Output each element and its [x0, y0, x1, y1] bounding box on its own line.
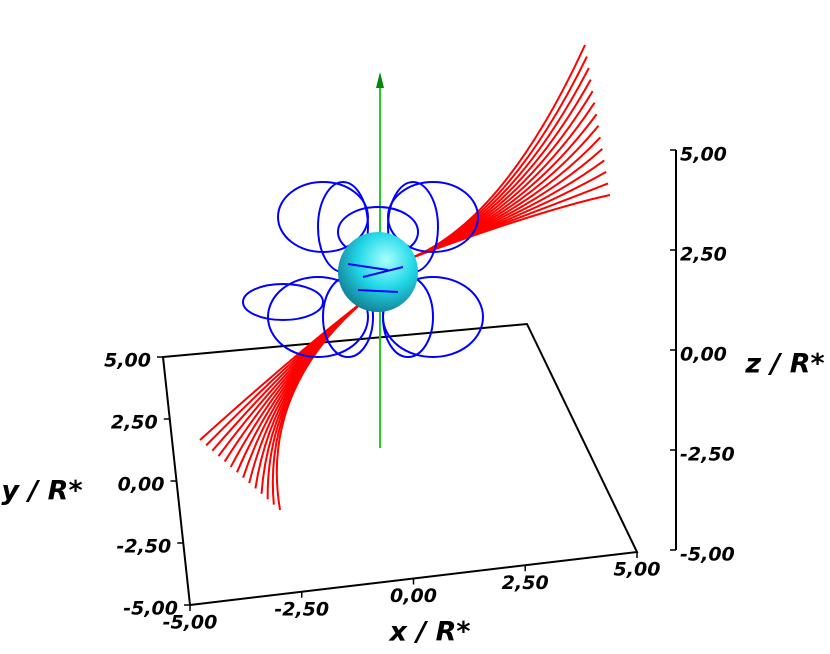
- red-field-line: [242, 299, 366, 479]
- z-tick-label: -5,00: [680, 544, 735, 566]
- red-field-line: [275, 299, 366, 511]
- y-axis-label: y / R*: [1, 476, 82, 507]
- blue-field-line: [357, 289, 399, 293]
- red-field-line: [399, 194, 611, 263]
- field-lines: [199, 44, 611, 511]
- star-sphere: [338, 232, 418, 312]
- y-tick-label: -2,50: [116, 536, 171, 558]
- red-field-line: [236, 299, 366, 473]
- y-tick-label: 2,50: [111, 412, 158, 434]
- red-field-line: [399, 90, 594, 263]
- z-tick-label: -2,50: [680, 444, 735, 466]
- x-tick-label: 0,00: [390, 585, 437, 607]
- z-tick-label: 5,00: [680, 144, 727, 166]
- x-tick-label: 5,00: [614, 559, 661, 581]
- y-tick-label: 0,00: [118, 474, 165, 496]
- y-tick-label: 5,00: [104, 350, 151, 372]
- z-tick-label: 2,50: [680, 244, 727, 266]
- z-axis-label: z / R*: [744, 349, 824, 380]
- floor-box: [161, 322, 639, 607]
- z-arrow-head: [376, 72, 384, 88]
- blue-field-line: [362, 266, 404, 278]
- y-tick-label: -5,00: [123, 598, 178, 620]
- blue-field-line: [242, 283, 324, 321]
- x-axis-label: x / R*: [388, 617, 471, 648]
- x-tick-label: -5,00: [163, 612, 218, 634]
- red-field-line: [399, 79, 592, 263]
- x-tick-label: -2,50: [274, 598, 329, 620]
- x-tick-label: 2,50: [502, 572, 549, 594]
- blue-field-line: [267, 276, 369, 358]
- blue-field-line: [347, 263, 389, 271]
- z-tick-label: 0,00: [680, 344, 727, 366]
